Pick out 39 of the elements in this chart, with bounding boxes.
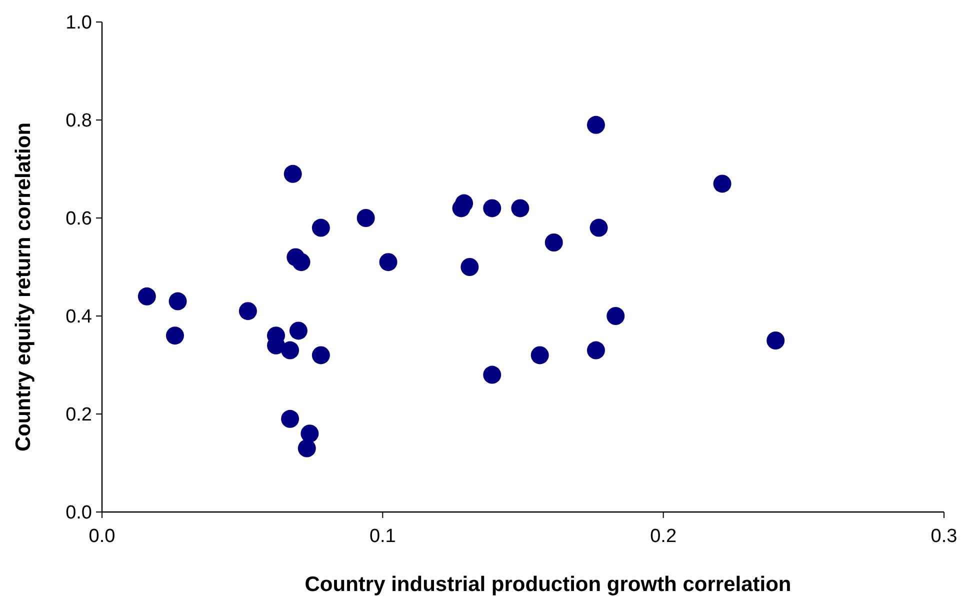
point xyxy=(530,346,549,364)
x-tick-label: 0.3 xyxy=(930,526,958,547)
point xyxy=(166,326,184,345)
y-tick-label: 0.2 xyxy=(66,404,92,426)
x-axis-title: Country industrial production growth correlation xyxy=(304,573,792,596)
point xyxy=(289,322,308,340)
point xyxy=(586,341,605,360)
point xyxy=(300,424,319,443)
y-tick-label: 0.4 xyxy=(66,306,92,328)
point xyxy=(606,307,625,325)
x-tick-label: 0.2 xyxy=(650,526,677,547)
x-tick-label: 0.0 xyxy=(88,526,116,547)
x-tick-label: 0.1 xyxy=(369,526,396,547)
point xyxy=(511,199,530,218)
point xyxy=(379,253,398,272)
point xyxy=(713,174,732,193)
point xyxy=(356,209,375,227)
point xyxy=(312,218,330,237)
point xyxy=(292,253,310,272)
point xyxy=(483,199,502,218)
point xyxy=(766,332,785,350)
point xyxy=(298,439,316,458)
y-tick-label: 1.0 xyxy=(66,12,92,34)
y-axis-title: Country equity return correlation xyxy=(12,122,35,452)
point xyxy=(586,116,605,134)
point xyxy=(284,164,302,183)
y-tick-label: 0.6 xyxy=(66,208,92,230)
point xyxy=(483,366,502,384)
point xyxy=(238,302,257,320)
point xyxy=(281,410,300,428)
point xyxy=(544,234,563,252)
point xyxy=(312,346,330,364)
point xyxy=(281,341,300,360)
point xyxy=(590,218,608,237)
y-tick-label: 0.8 xyxy=(66,110,92,132)
point xyxy=(138,287,156,306)
y-tick-label: 0.0 xyxy=(66,502,92,524)
point xyxy=(168,292,187,310)
point xyxy=(460,258,479,276)
